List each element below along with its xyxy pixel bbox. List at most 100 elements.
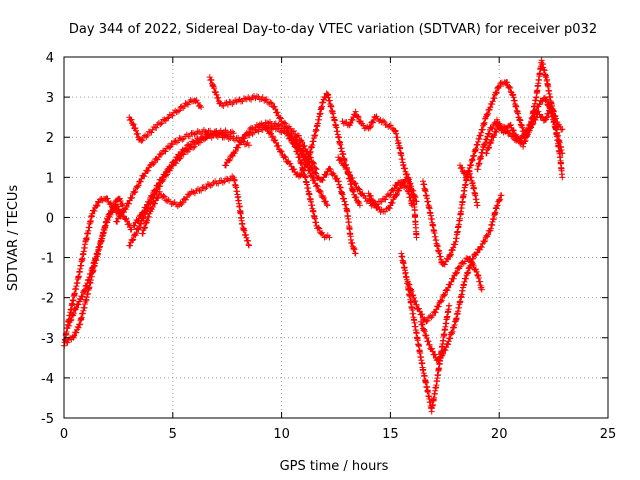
series-track-23	[483, 94, 566, 157]
data-marker-run	[139, 162, 154, 180]
data-marker-run	[476, 115, 489, 139]
data-marker-run	[457, 187, 468, 222]
series-track-15	[335, 154, 416, 209]
y-tick-label: 1	[46, 171, 54, 186]
data-marker-run	[235, 193, 246, 227]
data-marker	[352, 250, 359, 257]
data-marker-run	[82, 212, 95, 244]
data-marker-run	[378, 117, 390, 128]
data-marker-run	[417, 318, 432, 348]
x-tick-label: 15	[382, 427, 399, 442]
data-marker-run	[555, 132, 565, 157]
data-marker-run	[533, 59, 545, 101]
series-track-12	[261, 90, 363, 209]
data-marker-run	[261, 96, 275, 107]
series-track-16	[365, 174, 420, 215]
data-marker-run	[76, 238, 89, 276]
data-marker-run	[515, 130, 528, 145]
series-track-4	[126, 97, 205, 144]
data-marker-run	[446, 241, 459, 260]
data-marker-run	[306, 195, 320, 226]
y-tick-label: -1	[41, 252, 54, 267]
data-marker-run	[102, 195, 114, 208]
y-tick-label: -5	[41, 412, 54, 427]
data-marker	[326, 234, 333, 241]
y-tick-label: 2	[46, 131, 54, 146]
data-marker-run	[319, 231, 331, 241]
data-marker-run	[330, 114, 343, 147]
data-marker	[413, 198, 420, 205]
data-marker	[559, 174, 566, 181]
data-marker-run	[483, 100, 496, 120]
data-marker-run	[115, 195, 125, 208]
data-marker	[128, 226, 135, 233]
data-marker-run	[296, 161, 310, 180]
data-marker-run	[396, 142, 407, 169]
data-marker-run	[113, 208, 127, 225]
y-tick-label: -4	[41, 372, 54, 387]
data-marker-run	[452, 217, 463, 245]
data-marker-run	[274, 125, 288, 136]
data-marker-run	[174, 146, 188, 161]
data-marker-run	[217, 99, 231, 109]
y-tick-label: -3	[41, 332, 54, 347]
data-marker-run	[139, 194, 154, 217]
data-marker-run	[426, 205, 439, 244]
data-marker-run	[474, 271, 485, 291]
data-marker-run	[239, 130, 253, 142]
data-marker-run	[444, 318, 459, 348]
data-marker-run	[91, 238, 104, 264]
data-marker-run	[470, 182, 481, 209]
x-axis-label: GPS time / hours	[280, 459, 389, 474]
tick-labels: 0 5 10 15 20 25 -5 -4 -3 -2 -1 0 1 2 3 4	[41, 51, 616, 442]
data-marker-run	[463, 156, 476, 181]
data-marker-run	[324, 91, 337, 121]
data-marker-run	[391, 182, 404, 200]
data-marker-run	[209, 177, 225, 188]
data-marker-run	[378, 206, 390, 215]
data-marker-run	[209, 128, 223, 138]
y-tick-label: 4	[46, 51, 54, 66]
data-marker-run	[291, 134, 306, 154]
y-tick-label: -2	[41, 292, 54, 307]
data-marker-run	[474, 143, 487, 173]
data-marker-run	[313, 222, 325, 237]
data-marker-run	[154, 115, 171, 128]
data-marker-run	[502, 79, 515, 96]
data-marker-run	[158, 140, 175, 157]
data-marker	[245, 142, 252, 149]
data-marker-run	[507, 121, 519, 139]
data-marker-run	[165, 196, 181, 210]
data-marker-run	[461, 255, 476, 285]
data-marker-run	[509, 91, 522, 121]
data-marker-run	[126, 114, 136, 129]
data-marker-run	[165, 107, 181, 121]
data-marker-run	[439, 255, 452, 268]
data-marker-run	[487, 204, 500, 234]
data-marker-run	[420, 178, 433, 211]
data-marker	[324, 202, 331, 209]
series-track-7	[130, 127, 237, 229]
data-marker-run	[441, 302, 452, 333]
data-marker-run	[433, 237, 446, 266]
data-marker-run	[372, 113, 384, 125]
data-marker-run	[398, 250, 409, 277]
data-marker-run	[326, 165, 341, 182]
series-track-3	[65, 203, 135, 329]
data-marker-run	[343, 206, 354, 243]
series-track-11	[239, 122, 333, 241]
series-track-13	[291, 134, 359, 257]
data-marker-run	[317, 189, 330, 208]
data-marker-run	[404, 174, 415, 193]
data-marker-run	[230, 174, 241, 201]
data-marker-run	[222, 152, 236, 169]
data-marker-run	[239, 221, 252, 248]
data-marker-run	[555, 121, 565, 133]
data-marker-run	[365, 190, 378, 209]
data-marker-run	[404, 278, 419, 308]
data-marker-run	[130, 175, 145, 196]
data-marker-run	[217, 127, 236, 137]
data-marker-run	[489, 84, 502, 105]
data-marker-run	[435, 344, 450, 364]
x-tick-label: 5	[169, 427, 177, 442]
